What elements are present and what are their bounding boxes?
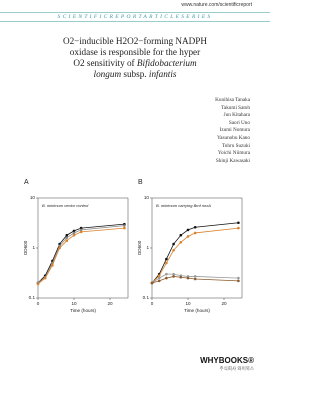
series-line	[37, 227, 125, 285]
data-point	[237, 226, 240, 230]
title-line: O2 sensitivity of Bifidobacterium	[20, 58, 250, 69]
publisher-name: WHYBOOKS®	[200, 356, 254, 365]
author: Takumi Satoh	[221, 104, 250, 111]
data-point	[193, 277, 197, 281]
panel-label: A	[24, 179, 29, 186]
data-point	[43, 276, 47, 280]
data-point	[186, 235, 190, 238]
data-point	[58, 244, 61, 248]
data-point	[237, 276, 240, 280]
author-list: Kunihisa Tanaka Takumi Satoh Jun Kitahara S…	[215, 97, 250, 165]
data-point	[186, 228, 190, 232]
y-tick-label: 10	[144, 195, 150, 200]
y-axis-label: OD600	[137, 240, 142, 255]
data-point	[165, 261, 168, 265]
data-point	[237, 279, 240, 283]
data-point	[172, 248, 175, 252]
title-italic: Bifidobacterium	[136, 58, 197, 68]
data-point	[65, 236, 69, 240]
data-point	[165, 272, 168, 276]
title-line: O2−inducible H2O2−forming NADPH	[62, 36, 208, 46]
data-point	[172, 242, 175, 246]
data-point	[179, 275, 183, 279]
author: Kunihisa Tanaka	[215, 97, 250, 103]
data-point	[150, 281, 154, 285]
y-axis-label: OD600	[23, 240, 28, 255]
author: Tohru Suzuki	[221, 142, 250, 149]
publisher: WHYBOOKS® 주식회사 와이북스	[200, 356, 254, 372]
data-point	[193, 275, 197, 278]
author: Yasunobu Kano	[216, 134, 250, 141]
title-line: longum subsp. infantis	[20, 69, 250, 80]
author: Shinji Kawasaki	[215, 157, 250, 164]
x-tick-label: 10	[71, 301, 77, 306]
data-point	[72, 231, 76, 235]
data-point	[72, 233, 76, 237]
data-point	[123, 226, 126, 230]
author: Saori Uno	[228, 119, 250, 126]
data-point	[179, 233, 183, 237]
x-tick-label: 10	[185, 301, 191, 306]
data-point	[172, 272, 175, 276]
y-tick-label: 10	[30, 195, 36, 200]
title-line: oxidase is responsible for the hyper	[69, 47, 201, 57]
plot-frame	[37, 197, 129, 299]
data-point	[172, 275, 175, 278]
title-text: subsp.	[123, 69, 147, 79]
data-point	[157, 279, 161, 283]
data-point	[157, 276, 161, 280]
data-point	[237, 221, 240, 225]
y-tick-label: 1	[32, 245, 35, 250]
x-tick-label: 0	[151, 301, 154, 306]
data-point	[58, 246, 61, 250]
series-line	[37, 225, 125, 284]
x-tick-label: 0	[37, 301, 40, 306]
figure: A B. minimum vector control OD600 Time (hou…	[23, 179, 243, 313]
page: {"header": {"url": "www.nature.com/scien…	[0, 2, 270, 372]
x-axis-label: Time (hours)	[70, 308, 96, 313]
title-italic: infantis	[148, 69, 177, 79]
panel-label: B	[138, 179, 143, 186]
author: Jun Kitahara	[223, 112, 250, 119]
chart-subtitle: B. minimum vector control	[42, 203, 88, 208]
y-tick-label: 1	[146, 245, 149, 250]
series-banner: SCIENTIFICREPORTARTICLESERIES	[0, 12, 270, 22]
title-italic: longum	[93, 69, 122, 79]
x-tick-label: 20	[107, 301, 113, 306]
title-text: O2 sensitivity of	[73, 58, 135, 68]
data-point	[65, 233, 69, 237]
series-line	[151, 227, 239, 284]
data-point	[79, 228, 83, 232]
data-point	[79, 230, 83, 234]
url: www.nature.com/scientificreport	[181, 2, 252, 8]
data-point	[65, 239, 69, 242]
author: Izumi Nomura	[219, 127, 250, 134]
data-point	[193, 231, 197, 235]
data-point	[165, 257, 168, 261]
x-axis-label: Time (hours)	[184, 308, 210, 313]
data-point	[165, 276, 168, 280]
data-point	[179, 241, 183, 244]
y-tick-label: 0.1	[143, 295, 150, 300]
data-point	[79, 226, 83, 230]
y-tick-label: 0.1	[29, 295, 36, 300]
author: Yoichi Niimura	[217, 150, 250, 157]
data-point	[51, 264, 54, 267]
plot-frame	[151, 197, 243, 299]
publisher-sub: 주식회사 와이북스	[219, 367, 254, 372]
data-point	[72, 229, 76, 233]
data-point	[157, 274, 161, 277]
data-point	[123, 224, 126, 227]
data-point	[193, 225, 197, 229]
x-tick-label: 20	[221, 301, 227, 306]
title: O2−inducible H2O2−forming NADPH oxidase …	[20, 36, 250, 80]
chart-subtitle: B. minimum carrying Bmf noxA	[156, 203, 211, 208]
data-point	[36, 282, 40, 286]
data-point	[186, 276, 190, 280]
